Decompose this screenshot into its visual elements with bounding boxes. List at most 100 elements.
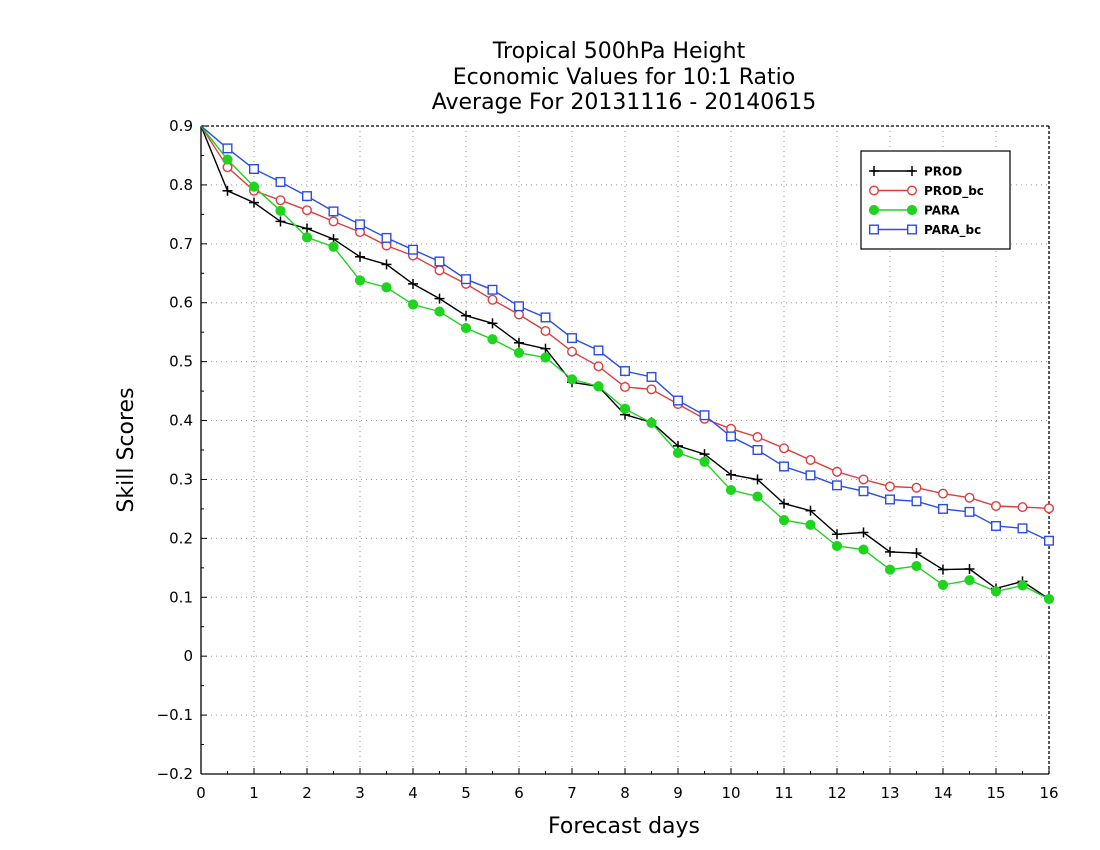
data-point-prod <box>779 498 789 509</box>
data-point-para-bc <box>328 206 339 217</box>
data-point-para <box>407 299 419 310</box>
data-point-prod <box>726 469 736 480</box>
chart-title-line-1: Tropical 500hPa Height <box>492 39 746 64</box>
data-point-para <box>937 579 949 591</box>
x-tick-label: 0 <box>196 784 206 802</box>
data-point-para <box>699 456 710 467</box>
data-point-para <box>460 322 472 334</box>
x-tick-label: 7 <box>567 784 577 802</box>
data-point-para <box>222 154 233 165</box>
data-point-para <box>672 447 684 459</box>
data-point-para <box>1043 593 1055 605</box>
data-point-prod <box>275 216 286 227</box>
data-point-para-bc <box>726 431 737 442</box>
data-point-para-bc <box>381 232 392 243</box>
x-tick-label: 4 <box>408 784 418 802</box>
y-tick-label: 0.1 <box>169 588 193 606</box>
data-point-prod-bc <box>275 195 286 206</box>
data-point-para <box>964 575 975 586</box>
data-point-prod <box>408 278 418 289</box>
data-point-prod <box>249 197 259 208</box>
x-tick-label: 5 <box>461 784 471 802</box>
data-point-para <box>725 484 737 496</box>
legend-marker-para <box>868 204 880 216</box>
data-point-prod <box>805 505 816 516</box>
x-tick-label: 1 <box>249 784 259 802</box>
data-point-prod-bc <box>328 216 339 227</box>
data-point-para-bc <box>832 480 843 491</box>
y-tick-label: 0.3 <box>169 470 193 488</box>
data-point-para <box>646 417 657 429</box>
data-point-prod-bc <box>938 488 949 499</box>
legend-label-para: PARA <box>924 204 960 218</box>
y-tick-label: 0.4 <box>169 412 193 430</box>
y-tick-label: 0.9 <box>169 117 193 135</box>
y-tick-label: 0.2 <box>169 529 193 547</box>
data-point-prod <box>302 223 312 234</box>
legend-label-prod: PROD <box>924 165 962 179</box>
x-tick-label: 2 <box>302 784 312 802</box>
chart-title-line-3: Average For 20131116 - 20140615 <box>432 90 817 115</box>
data-point-para-bc <box>620 366 631 377</box>
y-tick-label: −0.1 <box>157 706 193 724</box>
data-point-prod-bc <box>1017 502 1028 513</box>
data-point-prod-bc <box>911 482 922 493</box>
data-point-prod <box>911 548 922 559</box>
legend-marker-prod <box>907 166 917 176</box>
y-tick-label: 0.7 <box>169 235 193 253</box>
data-point-para-bc <box>779 461 790 472</box>
data-point-para-bc <box>434 256 445 267</box>
data-point-prod-bc <box>567 346 578 357</box>
data-point-prod-bc <box>620 381 631 392</box>
legend-item-para: PARA <box>868 204 960 218</box>
data-point-prod-bc <box>885 481 896 492</box>
data-point-para <box>434 306 445 317</box>
data-point-para-bc <box>752 445 763 456</box>
data-point-prod <box>222 185 233 196</box>
series-markers <box>222 143 1055 605</box>
data-point-para <box>911 560 922 572</box>
data-point-prod-bc <box>1043 503 1054 514</box>
data-point-para <box>248 181 260 192</box>
y-axis-label: Skill Scores <box>114 387 139 512</box>
y-tick-label: 0 <box>183 647 193 665</box>
x-tick-label: 14 <box>933 784 952 802</box>
data-point-para <box>513 347 525 358</box>
data-point-para-bc <box>408 244 419 255</box>
legend-marker-prod-bc <box>907 185 918 196</box>
data-point-para <box>858 544 869 555</box>
data-point-para <box>805 519 816 530</box>
data-point-para <box>1017 580 1028 591</box>
data-point-prod <box>752 474 763 485</box>
data-point-para-bc <box>991 520 1002 531</box>
data-point-prod-bc <box>779 443 790 454</box>
data-point-para <box>619 403 631 414</box>
data-point-para <box>752 491 763 502</box>
x-tick-label: 16 <box>1039 784 1058 802</box>
data-point-prod-bc <box>964 492 975 503</box>
data-point-para-bc <box>699 410 710 421</box>
data-point-prod-bc <box>434 265 445 276</box>
data-point-para-bc <box>487 284 498 295</box>
y-tick-label: 0.5 <box>169 353 193 371</box>
data-point-para-bc <box>1043 535 1054 546</box>
data-point-para <box>593 381 604 392</box>
data-point-prod <box>885 546 895 557</box>
data-point-para <box>328 241 339 252</box>
data-point-prod <box>514 337 524 348</box>
legend-box <box>860 150 1011 250</box>
data-point-para-bc <box>355 219 366 230</box>
data-point-prod-bc <box>858 474 869 485</box>
data-point-prod <box>964 563 975 574</box>
data-point-para-bc <box>302 191 313 202</box>
x-tick-label: 13 <box>880 784 899 802</box>
data-point-para <box>275 205 286 216</box>
x-tick-label: 12 <box>827 784 846 802</box>
data-point-prod-bc <box>991 500 1002 511</box>
x-tick-label: 10 <box>721 784 740 802</box>
data-point-para <box>354 275 366 286</box>
data-point-para-bc <box>275 176 286 187</box>
data-point-para-bc <box>964 506 975 517</box>
data-point-para-bc <box>805 470 816 481</box>
